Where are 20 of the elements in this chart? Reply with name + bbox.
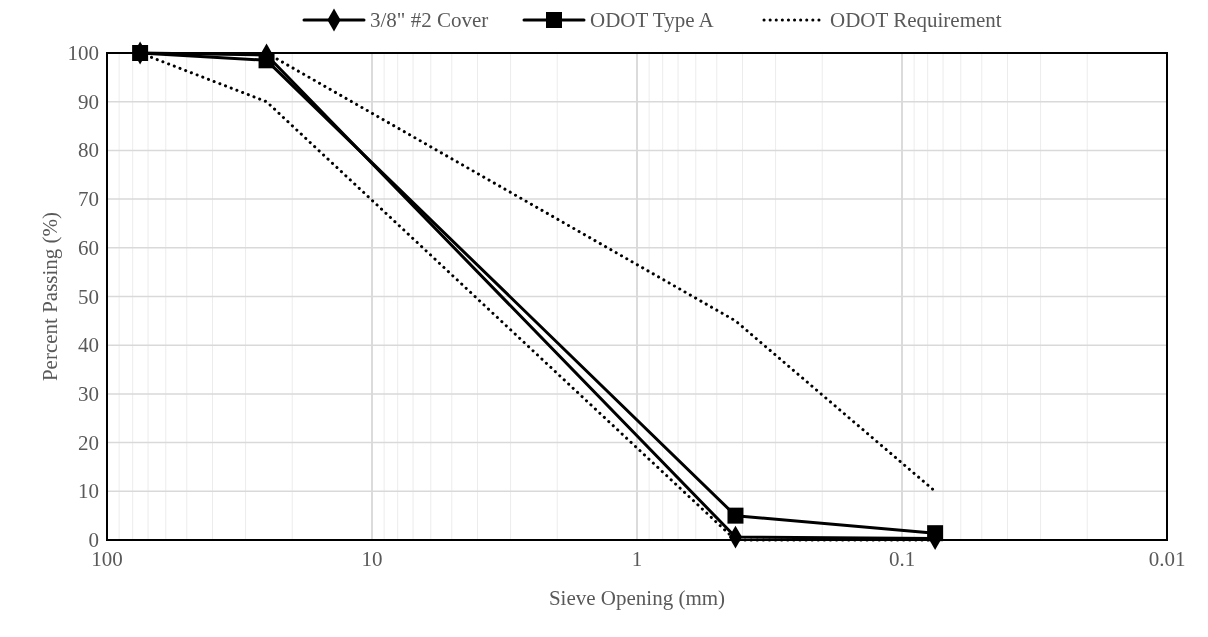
y-tick-label: 60: [78, 235, 99, 260]
legend-label: ODOT Requirement: [830, 8, 1002, 32]
y-axis-title: Percent Passing (%): [38, 211, 62, 382]
y-tick-label: 100: [67, 41, 99, 65]
y-tick-label: 70: [78, 187, 99, 212]
y-tick-label: 80: [78, 138, 99, 163]
x-tick-label: 0.01: [1148, 547, 1186, 571]
y-tick-label: 10: [78, 479, 99, 504]
x-tick-label: 1: [631, 547, 643, 571]
legend-label: 3/8" #2 Cover: [370, 8, 489, 32]
x-tick-label: 10: [361, 547, 383, 571]
y-tick-label: 20: [78, 430, 99, 455]
y-tick-label: 90: [78, 89, 99, 114]
y-tick-label: 40: [78, 333, 99, 358]
y-tick-label: 30: [78, 381, 99, 406]
x-axis-title: Sieve Opening (mm): [548, 586, 726, 610]
y-tick-label: 50: [78, 284, 99, 309]
legend-label: ODOT Type A: [590, 8, 715, 32]
x-tick-label: 0.1: [888, 547, 916, 571]
y-tick-label: 0: [88, 528, 99, 552]
